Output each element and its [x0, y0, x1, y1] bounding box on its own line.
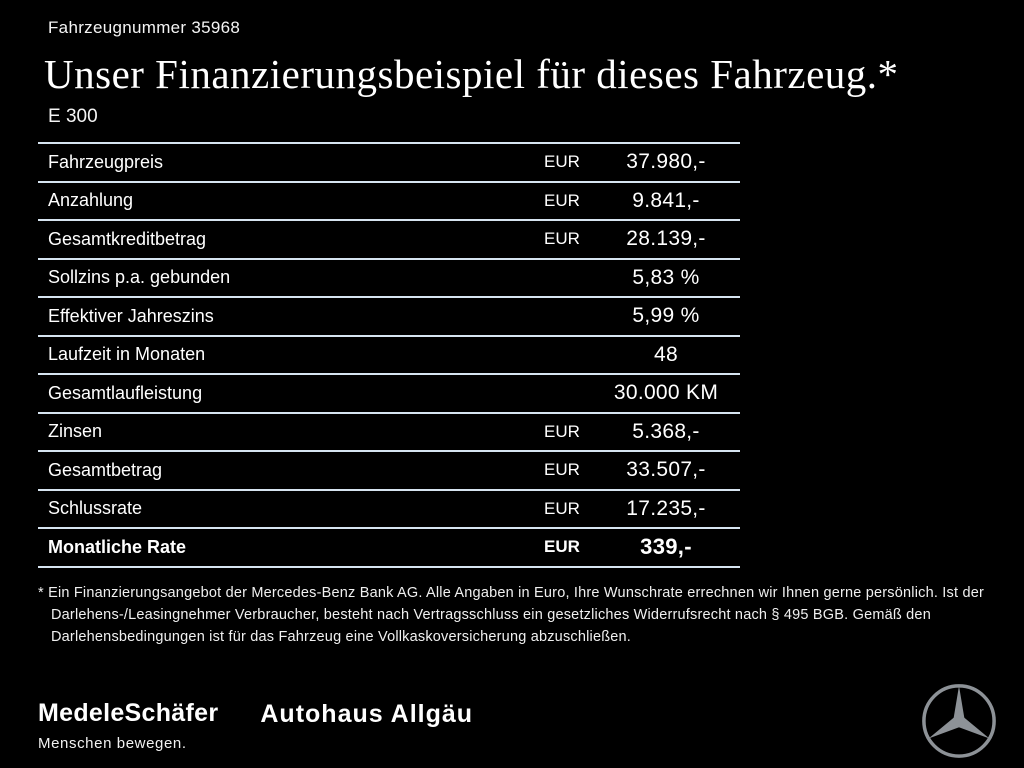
- row-value: 5,99 %: [632, 304, 700, 328]
- row-value: 339,-: [640, 534, 692, 560]
- row-label: Effektiver Jahreszins: [48, 305, 214, 326]
- dealer-logo-autohaus-allgaeu: Autohaus Allgäu: [260, 700, 474, 728]
- row-value: 17.235,-: [626, 496, 706, 520]
- row-label: Sollzins p.a. gebunden: [48, 267, 231, 288]
- content-area: Fahrzeugnummer 35968 Unser Finanzierungs…: [38, 18, 984, 646]
- table-row: Gesamtkreditbetrag EUR 28.139,-: [38, 221, 740, 260]
- row-value: 37.980,-: [626, 150, 706, 174]
- row-value: 28.139,-: [626, 227, 706, 251]
- row-currency: EUR: [544, 498, 580, 518]
- vehicle-number: Fahrzeugnummer 35968: [48, 18, 241, 37]
- table-row: Schlussrate EUR 17.235,-: [38, 491, 740, 529]
- row-currency: EUR: [544, 152, 580, 172]
- row-value: 30.000 KM: [613, 381, 719, 405]
- table-row: Gesamtbetrag EUR 33.507,-: [38, 452, 740, 491]
- row-label: Gesamtkreditbetrag: [48, 228, 207, 249]
- row-currency: EUR: [544, 421, 580, 441]
- row-label: Zinsen: [48, 421, 103, 442]
- row-value: 5.368,-: [632, 419, 700, 443]
- row-label: Gesamtlaufleistung: [48, 382, 203, 403]
- table-row: Laufzeit in Monaten 48: [38, 337, 740, 375]
- row-label: Monatliche Rate: [48, 536, 187, 557]
- row-label: Fahrzeugpreis: [48, 151, 164, 172]
- table-row: Fahrzeugpreis EUR 37.980,-: [38, 144, 740, 183]
- row-label: Anzahlung: [48, 190, 134, 211]
- legal-footnote: * Ein Finanzierungsangebot der Mercedes-…: [38, 584, 984, 646]
- footer: MedeleSchäfer Menschen bewegen. Autohaus…: [38, 699, 473, 752]
- row-label: Schlussrate: [48, 498, 143, 519]
- table-row: Anzahlung EUR 9.841,-: [38, 183, 740, 221]
- mercedes-star-icon: [920, 682, 998, 760]
- table-row: Effektiver Jahreszins 5,99 %: [38, 298, 740, 337]
- finance-table: Fahrzeugpreis EUR 37.980,- Anzahlung EUR…: [38, 142, 740, 568]
- row-label: Gesamtbetrag: [48, 459, 163, 480]
- table-row: Gesamtlaufleistung 30.000 KM: [38, 375, 740, 414]
- dealer-tagline: Menschen bewegen.: [38, 735, 187, 752]
- vehicle-model: E 300: [48, 106, 98, 127]
- row-currency: EUR: [544, 537, 580, 557]
- dealer-name: MedeleSchäfer: [38, 699, 219, 727]
- dealer-logo-medele-schaefer: MedeleSchäfer Menschen bewegen.: [38, 699, 218, 752]
- row-currency: EUR: [544, 460, 580, 480]
- row-currency: EUR: [544, 190, 580, 210]
- row-currency: EUR: [544, 229, 580, 249]
- row-value: 5,83 %: [632, 265, 700, 289]
- row-label: Laufzeit in Monaten: [48, 344, 206, 365]
- row-value: 48: [654, 342, 678, 366]
- table-row-monthly-rate: Monatliche Rate EUR 339,-: [38, 529, 740, 568]
- page-title: Unser Finanzierungsbeispiel für dieses F…: [44, 51, 899, 97]
- table-row: Sollzins p.a. gebunden 5,83 %: [38, 260, 740, 298]
- row-value: 9.841,-: [632, 188, 700, 212]
- table-row: Zinsen EUR 5.368,-: [38, 414, 740, 452]
- row-value: 33.507,-: [626, 458, 706, 482]
